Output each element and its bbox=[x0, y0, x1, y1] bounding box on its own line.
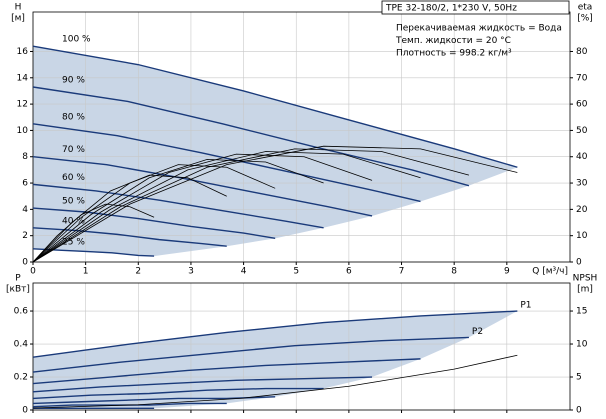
secondary-curve bbox=[32, 151, 421, 263]
y2-tick-label: 10 bbox=[576, 231, 588, 241]
curve bbox=[32, 310, 518, 358]
y-axis-label: [кВт] bbox=[6, 285, 30, 295]
annotation: P1 bbox=[520, 301, 531, 311]
secondary-curve bbox=[32, 354, 518, 409]
y2-tick-label: 30 bbox=[576, 179, 588, 189]
y-tick-label: 0 bbox=[22, 258, 28, 268]
x-tick-label: 1 bbox=[83, 267, 89, 277]
secondary-curve bbox=[32, 153, 373, 263]
curve bbox=[32, 248, 155, 257]
header-box bbox=[381, 0, 570, 15]
secondary-curve bbox=[32, 203, 155, 263]
x-tick-label: 0 bbox=[30, 267, 36, 277]
y-tick-label: 4 bbox=[22, 205, 28, 215]
curve bbox=[32, 207, 276, 240]
curve bbox=[32, 183, 324, 229]
curve-label: 50 % bbox=[62, 197, 85, 207]
curve bbox=[32, 336, 469, 373]
x-tick-label: 2 bbox=[135, 267, 141, 277]
note: Перекачиваемая жидкость = Вода bbox=[396, 24, 562, 34]
y2-tick-label: 0 bbox=[576, 258, 582, 268]
x-tick-label: 5 bbox=[293, 267, 299, 277]
x-axis-label: Q [м³/ч] bbox=[532, 267, 568, 277]
y-tick-label: 16 bbox=[17, 47, 29, 57]
secondary-curve bbox=[32, 164, 276, 263]
x-tick-label: 4 bbox=[241, 267, 247, 277]
curve bbox=[32, 45, 518, 168]
y-tick-label: 0 bbox=[22, 406, 28, 416]
header: TPE 32-180/2, 1*230 V, 50Hz bbox=[385, 4, 517, 14]
curve-label: 90 % bbox=[62, 76, 85, 86]
y2-tick-label: 80 bbox=[576, 47, 588, 57]
x-tick-label: 7 bbox=[399, 267, 405, 277]
x-tick-label: 9 bbox=[504, 267, 510, 277]
secondary-curve bbox=[32, 148, 470, 263]
note: Темп. жидкости = 20 °C bbox=[395, 36, 511, 46]
plot-frame bbox=[32, 11, 571, 263]
curve-label: 25 % bbox=[62, 237, 85, 247]
curve-label: 100 % bbox=[62, 35, 91, 45]
secondary-curve bbox=[32, 158, 324, 263]
y-axis-label: P bbox=[15, 274, 21, 284]
note: Плотность = 998.2 кг/м³ bbox=[396, 49, 512, 59]
y-tick-label: 0.4 bbox=[14, 340, 29, 350]
y2-tick-label: 50 bbox=[576, 126, 588, 136]
y2-tick-label: 40 bbox=[576, 152, 588, 162]
y2-axis-label: [%] bbox=[577, 14, 593, 24]
y2-axis-label: eta bbox=[578, 3, 593, 13]
y-axis-label: [м] bbox=[11, 14, 25, 24]
y-tick-label: 10 bbox=[17, 126, 29, 136]
curve bbox=[32, 156, 373, 217]
curve-label: 60 % bbox=[62, 173, 85, 183]
y-axis-label: H bbox=[15, 3, 22, 13]
y2-tick-label: 5 bbox=[576, 373, 582, 383]
y-tick-label: 14 bbox=[17, 73, 29, 83]
x-tick-label: 3 bbox=[188, 267, 194, 277]
x-tick-label: 6 bbox=[346, 267, 352, 277]
y2-tick-label: 10 bbox=[576, 340, 588, 350]
y2-tick-label: 0 bbox=[576, 406, 582, 416]
y-tick-label: 8 bbox=[22, 152, 28, 162]
curve-label: 70 % bbox=[62, 145, 85, 155]
y-tick-label: 0.2 bbox=[14, 373, 28, 383]
y2-tick-label: 60 bbox=[576, 100, 588, 110]
y-tick-label: 0.6 bbox=[14, 307, 29, 317]
y-tick-label: 2 bbox=[22, 231, 28, 241]
y-tick-label: 6 bbox=[22, 179, 28, 189]
annotation: P2 bbox=[472, 327, 483, 337]
curve bbox=[32, 123, 421, 203]
curve bbox=[32, 358, 421, 385]
y2-tick-label: 20 bbox=[576, 205, 588, 215]
y2-tick-label: 70 bbox=[576, 73, 588, 83]
x-tick-label: 8 bbox=[451, 267, 457, 277]
y2-tick-label: 15 bbox=[576, 307, 587, 317]
curve bbox=[32, 86, 470, 187]
y2-axis-label: NPSH bbox=[573, 274, 598, 284]
y2-axis-label: [m] bbox=[577, 285, 593, 295]
y-tick-label: 12 bbox=[17, 100, 28, 110]
curve-label: 80 % bbox=[62, 112, 85, 122]
curve bbox=[32, 376, 373, 393]
plot-frame bbox=[32, 282, 571, 411]
curve bbox=[32, 396, 276, 405]
secondary-curve bbox=[32, 174, 227, 263]
curve bbox=[32, 387, 324, 400]
operating-range bbox=[33, 46, 518, 257]
